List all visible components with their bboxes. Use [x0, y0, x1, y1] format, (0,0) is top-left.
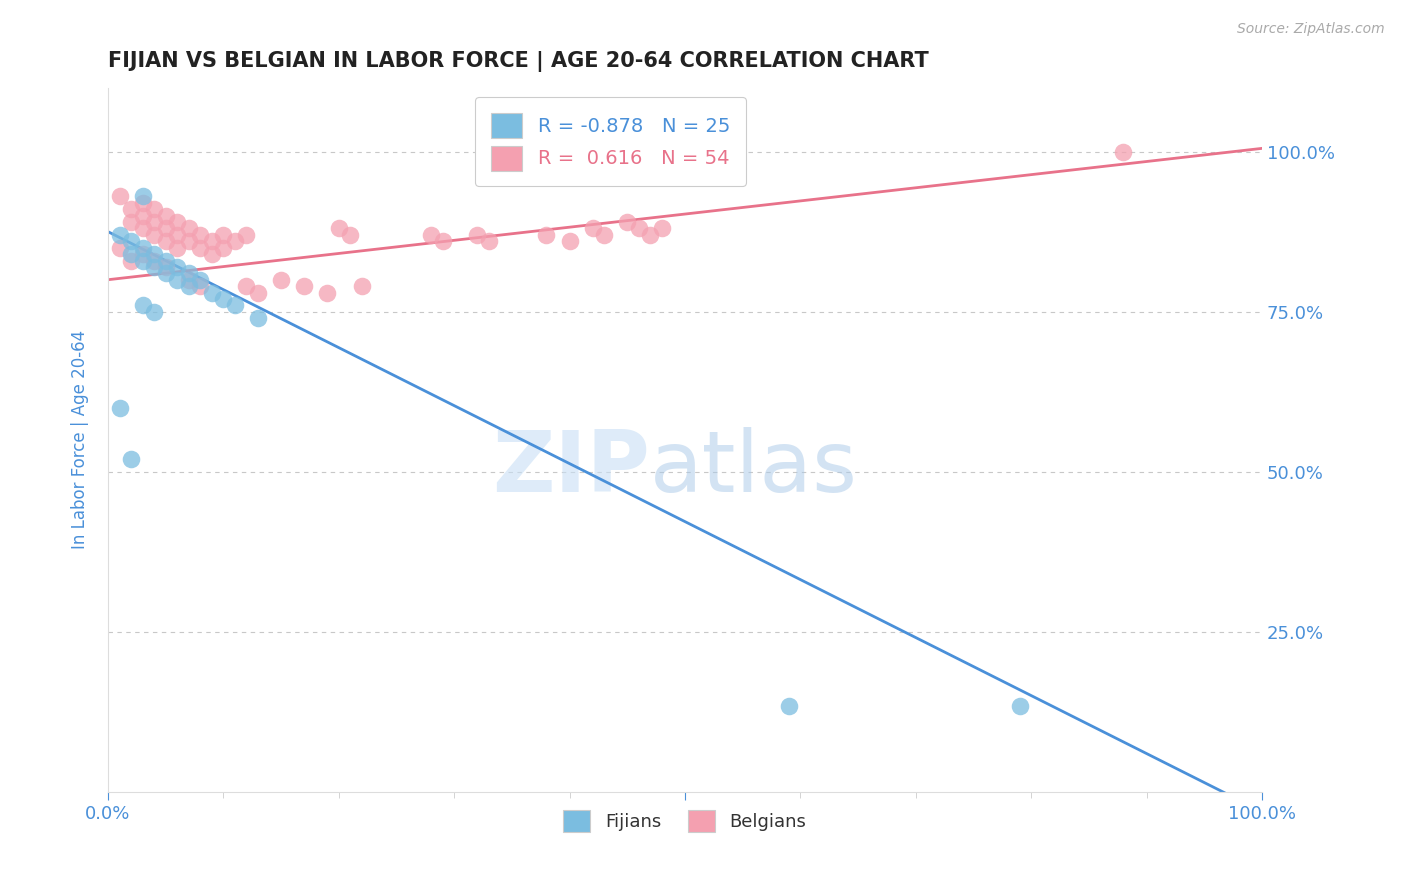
Point: [155, 253, 177, 268]
Point: [235, 279, 257, 293]
Point: [640, 227, 662, 242]
Point: [188, 273, 211, 287]
Point: [316, 285, 339, 300]
Point: [432, 234, 454, 248]
Text: atlas: atlas: [651, 426, 858, 509]
Point: [120, 202, 142, 217]
Point: [131, 221, 153, 235]
Point: [108, 241, 131, 255]
Point: [166, 260, 188, 274]
Point: [120, 247, 142, 261]
Point: [143, 253, 166, 268]
Point: [166, 241, 188, 255]
Point: [166, 215, 188, 229]
Point: [582, 221, 605, 235]
Point: [131, 209, 153, 223]
Point: [201, 285, 224, 300]
Point: [131, 195, 153, 210]
Point: [131, 247, 153, 261]
Point: [120, 253, 142, 268]
Point: [292, 279, 315, 293]
Point: [339, 227, 361, 242]
Text: Source: ZipAtlas.com: Source: ZipAtlas.com: [1237, 22, 1385, 37]
Point: [224, 298, 246, 312]
Point: [108, 227, 131, 242]
Point: [177, 266, 200, 280]
Point: [328, 221, 350, 235]
Point: [108, 401, 131, 415]
Point: [246, 285, 269, 300]
Point: [212, 292, 235, 306]
Point: [155, 260, 177, 274]
Point: [166, 273, 188, 287]
Point: [131, 189, 153, 203]
Point: [188, 279, 211, 293]
Point: [155, 209, 177, 223]
Point: [155, 266, 177, 280]
Point: [420, 227, 443, 242]
Point: [120, 215, 142, 229]
Point: [778, 698, 800, 713]
Text: FIJIAN VS BELGIAN IN LABOR FORCE | AGE 20-64 CORRELATION CHART: FIJIAN VS BELGIAN IN LABOR FORCE | AGE 2…: [108, 51, 929, 71]
Point: [558, 234, 581, 248]
Point: [120, 234, 142, 248]
Point: [155, 221, 177, 235]
Point: [1112, 145, 1135, 159]
Point: [224, 234, 246, 248]
Point: [188, 241, 211, 255]
Point: [536, 227, 558, 242]
Point: [246, 311, 269, 326]
Point: [131, 241, 153, 255]
Point: [155, 234, 177, 248]
Point: [177, 221, 200, 235]
Point: [212, 227, 235, 242]
Point: [188, 227, 211, 242]
Text: ZIP: ZIP: [492, 426, 651, 509]
Point: [465, 227, 488, 242]
Point: [108, 189, 131, 203]
Point: [143, 247, 166, 261]
Point: [131, 253, 153, 268]
Point: [616, 215, 638, 229]
Point: [131, 298, 153, 312]
Point: [212, 241, 235, 255]
Point: [177, 234, 200, 248]
Point: [166, 227, 188, 242]
Point: [143, 260, 166, 274]
Point: [120, 452, 142, 467]
Point: [350, 279, 373, 293]
Point: [593, 227, 616, 242]
Point: [627, 221, 650, 235]
Point: [143, 227, 166, 242]
Point: [478, 234, 501, 248]
Point: [651, 221, 673, 235]
Point: [201, 234, 224, 248]
Point: [177, 279, 200, 293]
Point: [143, 202, 166, 217]
Point: [201, 247, 224, 261]
Point: [177, 273, 200, 287]
Legend: R = -0.878   N = 25, R =  0.616   N = 54: R = -0.878 N = 25, R = 0.616 N = 54: [475, 97, 745, 186]
Point: [143, 215, 166, 229]
Point: [143, 305, 166, 319]
Point: [235, 227, 257, 242]
Point: [1008, 698, 1031, 713]
Point: [270, 273, 292, 287]
Y-axis label: In Labor Force | Age 20-64: In Labor Force | Age 20-64: [72, 330, 89, 549]
